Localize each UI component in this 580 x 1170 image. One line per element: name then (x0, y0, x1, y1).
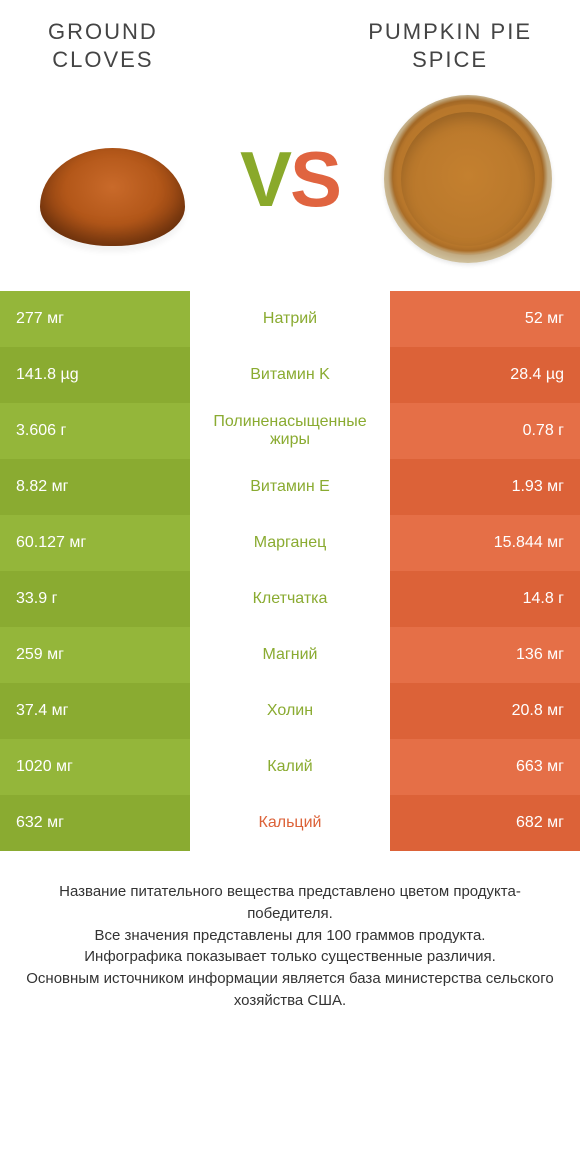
left-product-image (28, 95, 196, 263)
left-value: 259 мг (0, 627, 190, 683)
left-value: 33.9 г (0, 571, 190, 627)
footer-line: Инфографика показывает только существенн… (20, 946, 560, 968)
nutrient-label: Полиненасыщенные жиры (190, 403, 390, 459)
nutrient-label: Магний (190, 627, 390, 683)
right-value: 15.844 мг (390, 515, 580, 571)
left-value: 277 мг (0, 291, 190, 347)
footer-note: Название питательного вещества представл… (0, 851, 580, 1012)
nutrient-label: Витамин K (190, 347, 390, 403)
nutrient-label: Холин (190, 683, 390, 739)
table-row: 259 мгМагний136 мг (0, 627, 580, 683)
nutrient-label: Кальций (190, 795, 390, 851)
table-row: 60.127 мгМарганец15.844 мг (0, 515, 580, 571)
table-row: 1020 мгКалий663 мг (0, 739, 580, 795)
table-row: 8.82 мгВитамин E1.93 мг (0, 459, 580, 515)
right-value: 52 мг (390, 291, 580, 347)
nutrient-label: Витамин E (190, 459, 390, 515)
vs-v: V (240, 135, 290, 223)
table-row: 141.8 µgВитамин K28.4 µg (0, 347, 580, 403)
comparison-table: 277 мгНатрий52 мг141.8 µgВитамин K28.4 µ… (0, 291, 580, 851)
header: GROUND CLOVES PUMPKIN PIE SPICE (0, 0, 580, 73)
footer-line: Название питательного вещества представл… (20, 881, 560, 925)
left-value: 1020 мг (0, 739, 190, 795)
left-product-title: GROUND CLOVES (48, 18, 158, 73)
right-value: 20.8 мг (390, 683, 580, 739)
left-value: 60.127 мг (0, 515, 190, 571)
vs-s: S (290, 135, 340, 223)
right-value: 0.78 г (390, 403, 580, 459)
table-row: 277 мгНатрий52 мг (0, 291, 580, 347)
left-value: 37.4 мг (0, 683, 190, 739)
table-row: 3.606 гПолиненасыщенные жиры0.78 г (0, 403, 580, 459)
ground-cloves-icon (40, 148, 185, 246)
nutrient-label: Натрий (190, 291, 390, 347)
footer-line: Основным источником информации является … (20, 968, 560, 1012)
vs-row: VS (0, 73, 580, 291)
pumpkin-pie-spice-icon (384, 95, 552, 263)
right-value: 136 мг (390, 627, 580, 683)
right-value: 663 мг (390, 739, 580, 795)
nutrient-label: Марганец (190, 515, 390, 571)
right-product-image (384, 95, 552, 263)
left-value: 141.8 µg (0, 347, 190, 403)
nutrient-label: Калий (190, 739, 390, 795)
table-row: 37.4 мгХолин20.8 мг (0, 683, 580, 739)
right-value: 28.4 µg (390, 347, 580, 403)
table-row: 632 мгКальций682 мг (0, 795, 580, 851)
right-value: 682 мг (390, 795, 580, 851)
right-value: 14.8 г (390, 571, 580, 627)
right-product-title: PUMPKIN PIE SPICE (368, 18, 532, 73)
nutrient-label: Клетчатка (190, 571, 390, 627)
table-row: 33.9 гКлетчатка14.8 г (0, 571, 580, 627)
right-value: 1.93 мг (390, 459, 580, 515)
left-value: 3.606 г (0, 403, 190, 459)
left-value: 632 мг (0, 795, 190, 851)
left-value: 8.82 мг (0, 459, 190, 515)
footer-line: Все значения представлены для 100 граммо… (20, 925, 560, 947)
vs-label: VS (240, 140, 340, 218)
